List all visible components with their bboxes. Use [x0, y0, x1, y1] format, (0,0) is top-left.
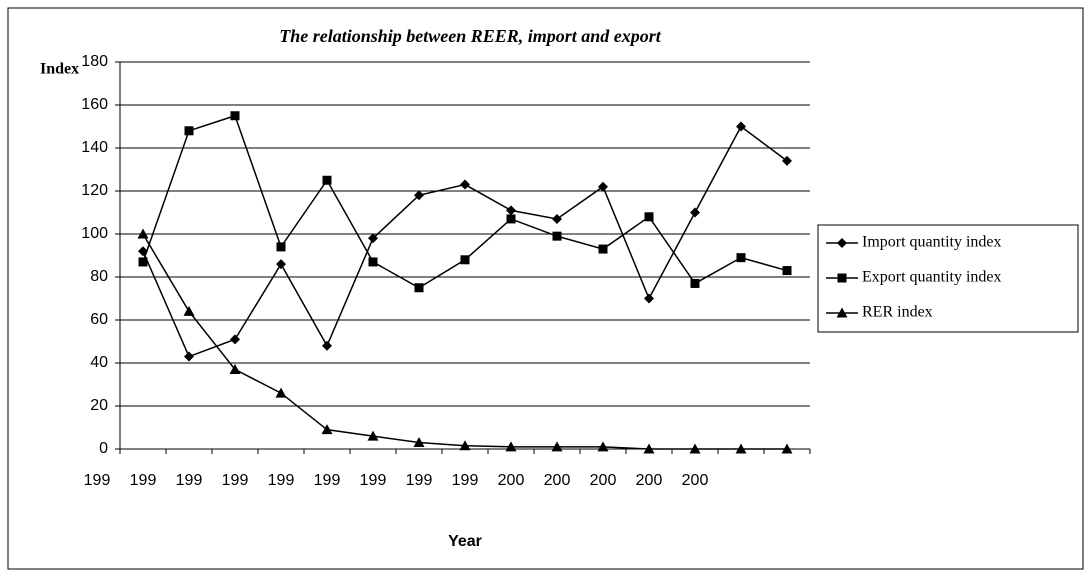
point — [322, 340, 332, 351]
legend-label: Export quantity index — [862, 269, 1002, 286]
point — [414, 283, 424, 293]
x-tick-label: 199 — [268, 472, 295, 489]
point — [690, 207, 700, 218]
point — [598, 244, 608, 254]
point — [184, 126, 194, 136]
point — [552, 213, 562, 224]
point — [229, 363, 241, 374]
point — [460, 255, 470, 265]
y-tick-label: 160 — [81, 96, 108, 113]
y-tick-label: 40 — [90, 354, 108, 371]
point — [275, 387, 287, 398]
point — [643, 443, 655, 454]
point — [598, 181, 608, 192]
point — [781, 443, 793, 454]
point — [183, 305, 195, 316]
point — [782, 155, 792, 166]
point — [597, 441, 609, 452]
y-tick-label: 140 — [81, 139, 108, 156]
x-tick-label: 199 — [176, 472, 203, 489]
point — [689, 443, 701, 454]
point — [138, 246, 148, 257]
point — [782, 266, 792, 276]
point — [505, 441, 517, 452]
y-tick-label: 80 — [90, 268, 108, 285]
point — [837, 238, 847, 248]
point — [836, 307, 848, 318]
point — [690, 278, 700, 288]
point — [367, 430, 379, 441]
point — [322, 175, 332, 185]
y-tick-label: 100 — [81, 225, 108, 242]
point — [552, 231, 562, 241]
point — [321, 424, 333, 435]
point — [230, 334, 240, 345]
point — [137, 228, 149, 239]
y-axis-label: Index — [40, 61, 79, 78]
x-tick-label: 199 — [222, 472, 249, 489]
legend-label: RER index — [862, 304, 933, 321]
x-tick-label: 200 — [590, 472, 617, 489]
chart-title: The relationship between REER, import an… — [279, 26, 662, 46]
x-tick-label: 200 — [636, 472, 663, 489]
point — [414, 190, 424, 201]
legend-box — [817, 224, 1079, 333]
y-tick-label: 60 — [90, 311, 108, 328]
x-tick-label: 199 — [314, 472, 341, 489]
point — [506, 205, 516, 216]
point — [644, 212, 654, 222]
point — [460, 179, 470, 190]
point — [459, 440, 471, 451]
x-tick-label: 200 — [544, 472, 571, 489]
legend-label: Import quantity index — [862, 234, 1002, 251]
point — [551, 441, 563, 452]
x-tick-label: 200 — [498, 472, 525, 489]
point — [644, 293, 654, 304]
y-tick-label: 120 — [81, 182, 108, 199]
point — [736, 253, 746, 263]
point — [736, 121, 746, 132]
x-tick-label: 199 — [84, 472, 111, 489]
x-tick-label: 199 — [452, 472, 479, 489]
point — [276, 259, 286, 270]
point — [230, 111, 240, 121]
x-tick-label: 199 — [130, 472, 157, 489]
point — [735, 443, 747, 454]
point — [184, 351, 194, 362]
x-tick-label: 200 — [682, 472, 709, 489]
point — [368, 233, 378, 244]
y-tick-label: 0 — [99, 440, 108, 457]
point — [506, 214, 516, 224]
point — [138, 257, 148, 267]
x-tick-label: 199 — [360, 472, 387, 489]
point — [837, 273, 847, 283]
point — [368, 257, 378, 267]
point — [413, 437, 425, 448]
x-tick-label: 199 — [406, 472, 433, 489]
y-tick-label: 180 — [81, 53, 108, 70]
x-axis-label: Year — [448, 533, 482, 550]
point — [276, 242, 286, 252]
y-tick-label: 20 — [90, 397, 108, 414]
